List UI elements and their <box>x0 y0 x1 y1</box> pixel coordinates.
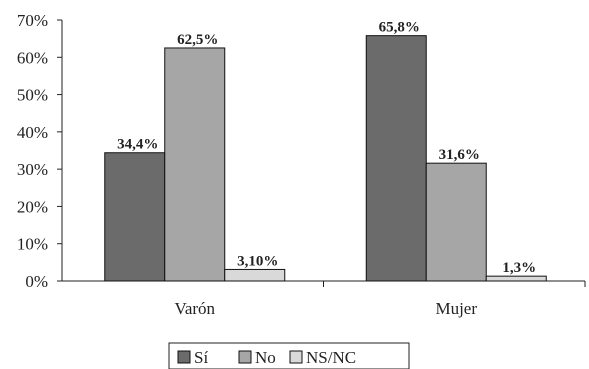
bar <box>365 35 427 282</box>
bar <box>425 162 487 282</box>
x-category-label: Varón <box>174 299 215 318</box>
data-label: 65,8% <box>379 20 420 36</box>
legend-swatch <box>177 350 191 364</box>
y-tick-label: 60% <box>17 48 48 67</box>
legend-label: Sí <box>194 348 208 367</box>
legend-label: NS/NC <box>306 348 356 367</box>
legend-swatch <box>289 350 303 364</box>
chart-data-labels: 34,4% 62,5% 3,10% 65,8% 31,6% 1,3% <box>117 20 536 276</box>
data-label: 31,6% <box>439 147 480 163</box>
y-tick-label: 0% <box>25 272 48 291</box>
x-category-label: Mujer <box>435 299 477 318</box>
y-tick-label: 20% <box>17 197 48 216</box>
legend-label: No <box>255 348 276 367</box>
data-label: 62,5% <box>177 32 218 48</box>
y-tick-label: 40% <box>17 123 48 142</box>
legend-box <box>168 342 410 369</box>
y-tick-label: 50% <box>17 86 48 105</box>
bar <box>104 152 166 282</box>
data-label: 3,10% <box>237 253 278 269</box>
chart-legend: Sí No NS/NC <box>168 342 410 369</box>
bar <box>224 268 286 282</box>
y-tick-label: 70% <box>17 11 48 30</box>
y-tick-label: 10% <box>17 235 48 254</box>
chart-bars <box>104 35 547 282</box>
bar <box>164 47 226 282</box>
y-tick-label: 30% <box>17 160 48 179</box>
bar <box>485 275 547 282</box>
legend-swatch <box>238 350 252 364</box>
chart-axes: 0% 10% 20% 30% 40% 50% 60% 70% Varón Mujer <box>17 11 586 318</box>
data-label: 34,4% <box>117 137 158 153</box>
data-label: 1,3% <box>502 260 536 276</box>
